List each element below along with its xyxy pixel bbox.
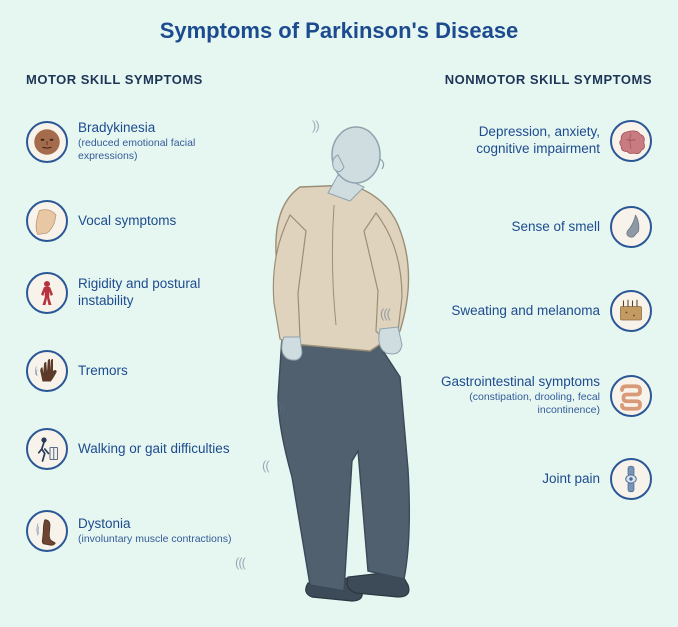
symptom-item: Vocal symptoms	[26, 200, 176, 242]
hand-icon	[26, 350, 68, 392]
symptom-label: Bradykinesia (reduced emotional facial ex…	[78, 120, 243, 163]
symptom-label: Depression, anxiety, cognitive impairmen…	[435, 124, 600, 158]
face-icon	[26, 121, 68, 163]
symptom-item: Dystonia (involuntary muscle contractions…	[26, 510, 231, 552]
neck-icon	[26, 200, 68, 242]
symptom-label-text: Rigidity and postural instability	[78, 276, 200, 308]
brain-icon	[610, 120, 652, 162]
symptom-sublabel: (constipation, drooling, fecal incontine…	[435, 391, 600, 417]
symptom-item: Sense of smell	[511, 206, 652, 248]
left-column-header: MOTOR SKILL SYMPTOMS	[26, 72, 203, 87]
symptom-item: Walking or gait difficulties	[26, 428, 230, 470]
person-figure	[230, 105, 440, 605]
symptom-label-text: Sense of smell	[511, 219, 600, 234]
symptom-sublabel: (involuntary muscle contractions)	[78, 533, 231, 546]
symptom-item: Gastrointestinal symptoms (constipation, …	[435, 374, 652, 417]
walker-icon	[26, 428, 68, 470]
symptom-label: Vocal symptoms	[78, 213, 176, 230]
symptom-label: Sense of smell	[511, 219, 600, 236]
symptom-label: Tremors	[78, 363, 128, 380]
symptom-label-text: Tremors	[78, 363, 128, 378]
symptom-label: Sweating and melanoma	[451, 303, 600, 320]
symptom-item: Depression, anxiety, cognitive impairmen…	[435, 120, 652, 162]
symptom-label-text: Vocal symptoms	[78, 213, 176, 228]
symptom-item: Sweating and melanoma	[451, 290, 652, 332]
symptom-label: Gastrointestinal symptoms (constipation, …	[435, 374, 600, 417]
symptom-sublabel: (reduced emotional facial expressions)	[78, 137, 243, 163]
symptom-label-text: Joint pain	[542, 471, 600, 486]
symptom-label-text: Dystonia	[78, 516, 131, 531]
symptom-item: Joint pain	[542, 458, 652, 500]
skin-icon	[610, 290, 652, 332]
symptom-label-text: Bradykinesia	[78, 120, 155, 135]
joint-icon	[610, 458, 652, 500]
symptom-item: Tremors	[26, 350, 128, 392]
symptom-item: Rigidity and postural instability	[26, 272, 243, 314]
symptom-label: Joint pain	[542, 471, 600, 488]
leg-icon	[26, 510, 68, 552]
symptom-item: Bradykinesia (reduced emotional facial ex…	[26, 120, 243, 163]
page-title: Symptoms of Parkinson's Disease	[0, 0, 678, 44]
symptom-label-text: Walking or gait difficulties	[78, 441, 230, 456]
symptom-label: Dystonia (involuntary muscle contractions…	[78, 516, 231, 546]
gut-icon	[610, 375, 652, 417]
nose-icon	[610, 206, 652, 248]
symptom-label-text: Depression, anxiety, cognitive impairmen…	[476, 124, 600, 156]
body-icon	[26, 272, 68, 314]
right-column-header: NONMOTOR SKILL SYMPTOMS	[445, 72, 652, 87]
symptom-label: Walking or gait difficulties	[78, 441, 230, 458]
symptom-label-text: Sweating and melanoma	[451, 303, 600, 318]
symptom-label-text: Gastrointestinal symptoms	[441, 374, 600, 389]
symptom-label: Rigidity and postural instability	[78, 276, 243, 310]
